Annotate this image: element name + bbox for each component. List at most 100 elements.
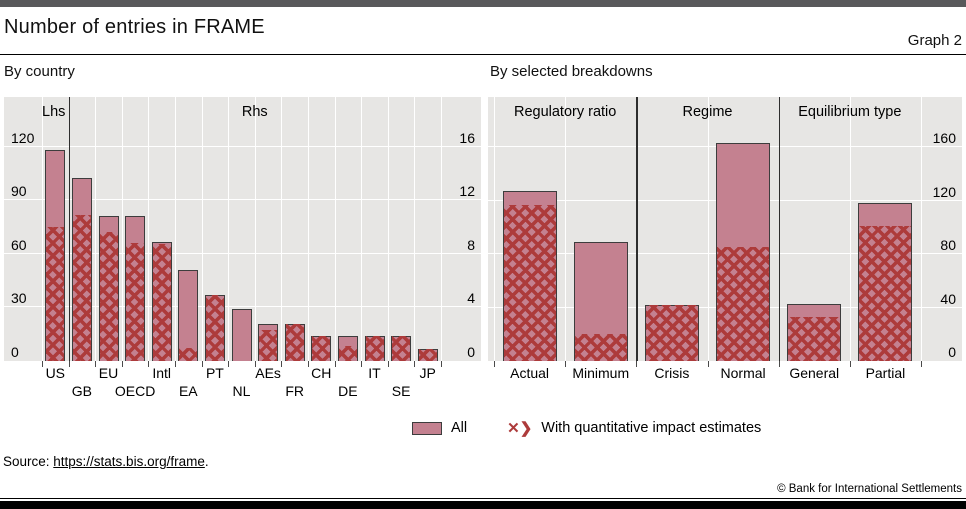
group-header-0: Regulatory ratio: [513, 104, 617, 120]
legend-all-label: All: [451, 420, 468, 436]
y-axis-label: 0: [11, 344, 19, 360]
x-axis-tick: [95, 361, 97, 367]
bar-US: [45, 150, 66, 361]
y-axis-label: 0: [467, 344, 475, 360]
x-axis-label: Actual: [510, 365, 550, 381]
x-axis-label: General: [789, 365, 840, 381]
gridline-vertical: [308, 97, 309, 361]
bar-Intl: [151, 241, 172, 361]
page-title: Number of entries in FRAME: [4, 16, 265, 38]
x-axis-label: Normal: [720, 365, 766, 381]
bar-EU: [98, 216, 119, 361]
chart-legend: All ✕❯ With quantitative impact estimate…: [412, 419, 761, 437]
x-axis-tick: [387, 361, 389, 367]
hatch-overlay: [72, 215, 91, 361]
x-axis-label: PT: [205, 365, 224, 381]
x-axis-label: Partial: [865, 365, 906, 381]
hatch-overlay: [285, 323, 304, 361]
x-axis-tick: [175, 361, 176, 367]
top-bar: [0, 0, 966, 7]
bar-Normal: [716, 143, 771, 361]
source-suffix: .: [204, 454, 209, 469]
y-axis-label: 60: [11, 236, 27, 253]
bar-Minimum: [573, 241, 628, 361]
gridline-vertical: [414, 97, 416, 361]
gridline-vertical: [42, 97, 43, 361]
hatch-overlay: [418, 348, 437, 361]
x-axis-tick: [414, 361, 416, 367]
lhs-rhs-divider: [68, 97, 70, 361]
by-breakdowns-chart: 0 40 80 120 160 Regulatory ratio Regime Equilib…: [488, 97, 962, 380]
x-axis-label: Minimum: [572, 365, 630, 381]
bar-SE: [391, 335, 412, 361]
x-axis-tick: [281, 361, 283, 367]
gridline-horizontal: [4, 145, 481, 147]
x-axis-label: EA: [178, 383, 198, 399]
x-axis-label: FR: [285, 383, 305, 399]
group-divider: [636, 97, 638, 361]
gridline-vertical: [148, 97, 150, 361]
source-link[interactable]: https://stats.bis.org/frame: [53, 454, 205, 469]
x-axis-label: IT: [368, 365, 381, 381]
y-axis-label: 160: [932, 130, 956, 147]
bar-Crisis: [644, 304, 699, 361]
right-panel-title: By selected breakdowns: [490, 63, 653, 80]
gridline-vertical: [921, 97, 922, 361]
x-axis-tick: [849, 361, 851, 367]
graph-number-label: Graph 2: [907, 32, 962, 49]
x-axis-label: Intl: [152, 365, 172, 381]
hatch-overlay: [259, 330, 278, 361]
y-axis-label: 120: [11, 129, 35, 146]
gridline-vertical: [361, 97, 363, 361]
header-rule: [0, 54, 966, 55]
left-panel-title: By country: [4, 63, 75, 80]
gridline-vertical: [254, 97, 256, 361]
hatch-overlay: [338, 346, 357, 361]
y-axis-label: 40: [940, 290, 956, 307]
x-axis-tick: [334, 361, 336, 367]
x-axis-tick: [201, 361, 203, 367]
hatch-overlay: [574, 334, 627, 361]
gridline-vertical: [175, 97, 176, 361]
x-axis-tick: [68, 361, 70, 367]
hatch-overlay: [179, 347, 198, 361]
x-axis-tick: [778, 361, 780, 367]
legend-hatch-label: With quantitative impact estimates: [541, 420, 762, 436]
gridline-vertical: [387, 97, 389, 361]
x-axis-label: OECD: [114, 383, 156, 399]
gridline-vertical: [565, 97, 567, 361]
copyright-note: © Bank for International Settlements: [777, 483, 962, 495]
group-header-1: Regime: [682, 104, 733, 120]
gridline-vertical: [201, 97, 203, 361]
legend-all-swatch: [412, 421, 442, 435]
bar-Partial: [858, 203, 913, 361]
y-axis-label: 30: [11, 290, 27, 307]
x-axis-tick: [636, 361, 638, 367]
bar-Actual: [502, 191, 557, 361]
hatch-overlay: [205, 295, 224, 361]
rhs-axis-note: Rhs: [241, 104, 268, 120]
y-axis-label: 16: [459, 129, 475, 146]
gridline-horizontal: [4, 252, 481, 254]
hatch-overlay: [312, 335, 331, 361]
x-axis-label: US: [45, 365, 66, 381]
hatch-overlay: [717, 247, 770, 361]
y-axis-label: 0: [948, 344, 956, 360]
hatch-overlay: [99, 232, 118, 361]
gridline-vertical: [121, 97, 123, 361]
y-axis-label: 8: [467, 236, 475, 253]
x-axis-label: SE: [391, 383, 411, 399]
x-axis-label: AEs: [255, 365, 281, 381]
gridline-vertical: [494, 97, 495, 361]
group-header-2: Equilibrium type: [798, 104, 902, 120]
y-axis-label: 12: [459, 183, 475, 200]
gridline-vertical: [707, 97, 709, 361]
y-axis-label: 120: [932, 183, 956, 200]
x-axis-label: CH: [311, 365, 332, 381]
x-axis-label: Crisis: [654, 365, 690, 381]
hatch-overlay: [365, 335, 384, 361]
gridline-vertical: [95, 97, 97, 361]
bar-NL: [231, 308, 252, 361]
bar-EA: [178, 269, 199, 361]
